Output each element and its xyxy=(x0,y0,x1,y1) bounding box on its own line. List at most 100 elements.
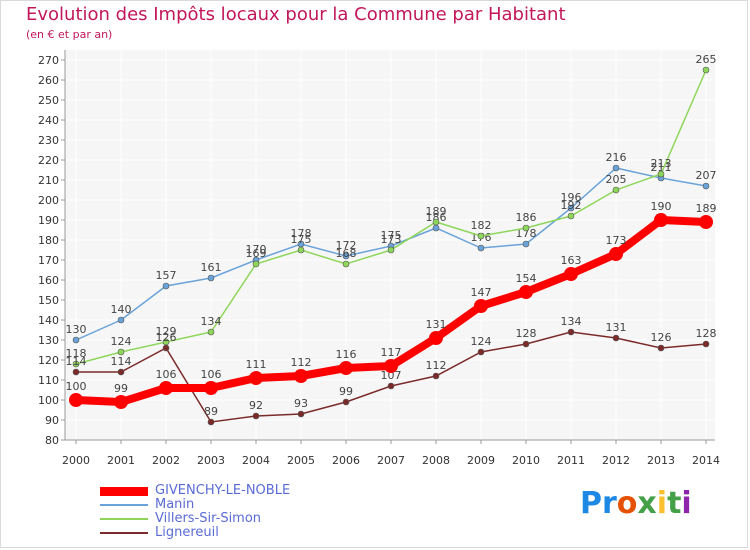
series-lignereuil-point xyxy=(702,340,710,348)
series-givenchy-le-noble-point xyxy=(384,359,398,373)
y-tick-label: 200 xyxy=(38,194,59,207)
series-manin-point xyxy=(522,240,530,248)
series-givenchy-le-noble-data-label: 131 xyxy=(426,318,447,331)
series-villers-sir-simon-point xyxy=(117,348,125,356)
series-givenchy-le-noble-point xyxy=(699,215,713,229)
y-tick-label: 190 xyxy=(38,214,59,227)
series-manin-point xyxy=(207,274,215,282)
series-villers-sir-simon-data-label: 213 xyxy=(651,157,672,170)
logo-letter: x xyxy=(637,486,657,521)
x-tick-label: 2010 xyxy=(512,454,540,467)
series-givenchy-le-noble-data-label: 189 xyxy=(696,202,717,215)
x-tick-label: 2001 xyxy=(107,454,135,467)
series-lignereuil-data-label: 93 xyxy=(294,397,308,410)
series-manin-point xyxy=(117,316,125,324)
logo-letter: P xyxy=(580,486,602,521)
y-tick-label: 270 xyxy=(38,54,59,67)
series-givenchy-le-noble-point xyxy=(654,213,668,227)
logo-letter: t xyxy=(667,486,682,521)
series-lignereuil-data-label: 134 xyxy=(561,315,582,328)
series-villers-sir-simon-point xyxy=(252,260,260,268)
series-manin-point xyxy=(612,164,620,172)
legend-label-villers: Villers-Sir-Simon xyxy=(155,511,262,526)
series-givenchy-le-noble-data-label: 100 xyxy=(66,380,87,393)
series-villers-sir-simon-point xyxy=(342,260,350,268)
series-manin-point xyxy=(342,252,350,260)
series-givenchy-le-noble-point xyxy=(474,299,488,313)
series-lignereuil-data-label: 92 xyxy=(249,399,263,412)
legend-swatch-villers xyxy=(100,518,148,520)
series-manin-data-label: 178 xyxy=(291,227,312,240)
legend-label-givenchy: GIVENCHY-LE-NOBLE xyxy=(155,483,291,498)
y-tick-label: 210 xyxy=(38,174,59,187)
series-givenchy-le-noble-point xyxy=(204,381,218,395)
series-manin-data-label: 175 xyxy=(381,229,402,242)
series-lignereuil-point xyxy=(477,348,485,356)
series-givenchy-le-noble-data-label: 116 xyxy=(336,348,357,361)
series-manin-data-label: 172 xyxy=(336,239,357,252)
x-tick-label: 2004 xyxy=(242,454,270,467)
series-lignereuil-point xyxy=(657,344,665,352)
series-givenchy-le-noble-point xyxy=(339,361,353,375)
series-givenchy-le-noble-data-label: 106 xyxy=(201,368,222,381)
logo-letter: o xyxy=(616,486,638,521)
series-givenchy-le-noble-data-label: 154 xyxy=(516,272,537,285)
series-lignereuil-point xyxy=(612,334,620,342)
logo-letter: i xyxy=(656,486,668,521)
series-lignereuil-point xyxy=(342,398,350,406)
series-manin-data-label: 157 xyxy=(156,269,177,282)
series-villers-sir-simon-data-label: 182 xyxy=(471,219,492,232)
y-tick-label: 250 xyxy=(38,94,59,107)
series-lignereuil-data-label: 126 xyxy=(156,331,177,344)
series-lignereuil-data-label: 126 xyxy=(651,331,672,344)
series-lignereuil-data-label: 131 xyxy=(606,321,627,334)
x-tick-label: 2000 xyxy=(62,454,90,467)
series-givenchy-le-noble-data-label: 111 xyxy=(246,358,267,371)
series-villers-sir-simon-data-label: 168 xyxy=(336,247,357,260)
series-givenchy-le-noble-point xyxy=(249,371,263,385)
series-villers-sir-simon-point xyxy=(702,66,710,74)
series-givenchy-le-noble-data-label: 106 xyxy=(156,368,177,381)
series-villers-sir-simon-data-label: 175 xyxy=(291,233,312,246)
y-tick-label: 170 xyxy=(38,254,59,267)
series-manin-point xyxy=(702,182,710,190)
x-tick-label: 2005 xyxy=(287,454,315,467)
series-givenchy-le-noble-data-label: 173 xyxy=(606,234,627,247)
x-tick-label: 2002 xyxy=(152,454,180,467)
series-villers-sir-simon-point xyxy=(522,224,530,232)
series-lignereuil-data-label: 128 xyxy=(696,327,717,340)
series-givenchy-le-noble-point xyxy=(609,247,623,261)
series-manin-data-label: 178 xyxy=(516,227,537,240)
y-tick-label: 140 xyxy=(38,314,59,327)
y-tick-label: 260 xyxy=(38,74,59,87)
series-manin-data-label: 216 xyxy=(606,151,627,164)
chart-title: Evolution des Impôts locaux pour la Comm… xyxy=(26,4,566,25)
series-givenchy-le-noble-point xyxy=(519,285,533,299)
series-manin-point xyxy=(567,204,575,212)
y-tick-label: 220 xyxy=(38,154,59,167)
series-lignereuil-data-label: 124 xyxy=(471,335,492,348)
series-villers-sir-simon-data-label: 173 xyxy=(381,233,402,246)
series-givenchy-le-noble-point xyxy=(564,267,578,281)
series-villers-sir-simon-data-label: 124 xyxy=(111,335,132,348)
series-givenchy-le-noble-point xyxy=(114,395,128,409)
series-lignereuil-point xyxy=(72,368,80,376)
series-villers-sir-simon-point xyxy=(207,328,215,336)
y-tick-label: 160 xyxy=(38,274,59,287)
series-villers-sir-simon-data-label: 189 xyxy=(426,205,447,218)
y-tick-label: 150 xyxy=(38,294,59,307)
series-manin-point xyxy=(72,336,80,344)
series-lignereuil-point xyxy=(207,418,215,426)
series-villers-sir-simon-point xyxy=(297,246,305,254)
x-tick-label: 2013 xyxy=(647,454,675,467)
series-lignereuil-point xyxy=(522,340,530,348)
series-givenchy-le-noble-data-label: 147 xyxy=(471,286,492,299)
legend-label-lignereuil: Lignereuil xyxy=(155,525,219,540)
series-manin-data-label: 130 xyxy=(66,323,87,336)
series-manin-data-label: 161 xyxy=(201,261,222,274)
series-villers-sir-simon-data-label: 265 xyxy=(696,53,717,66)
y-tick-label: 120 xyxy=(38,354,59,367)
y-tick-label: 90 xyxy=(45,414,59,427)
series-manin-data-label: 140 xyxy=(111,303,132,316)
